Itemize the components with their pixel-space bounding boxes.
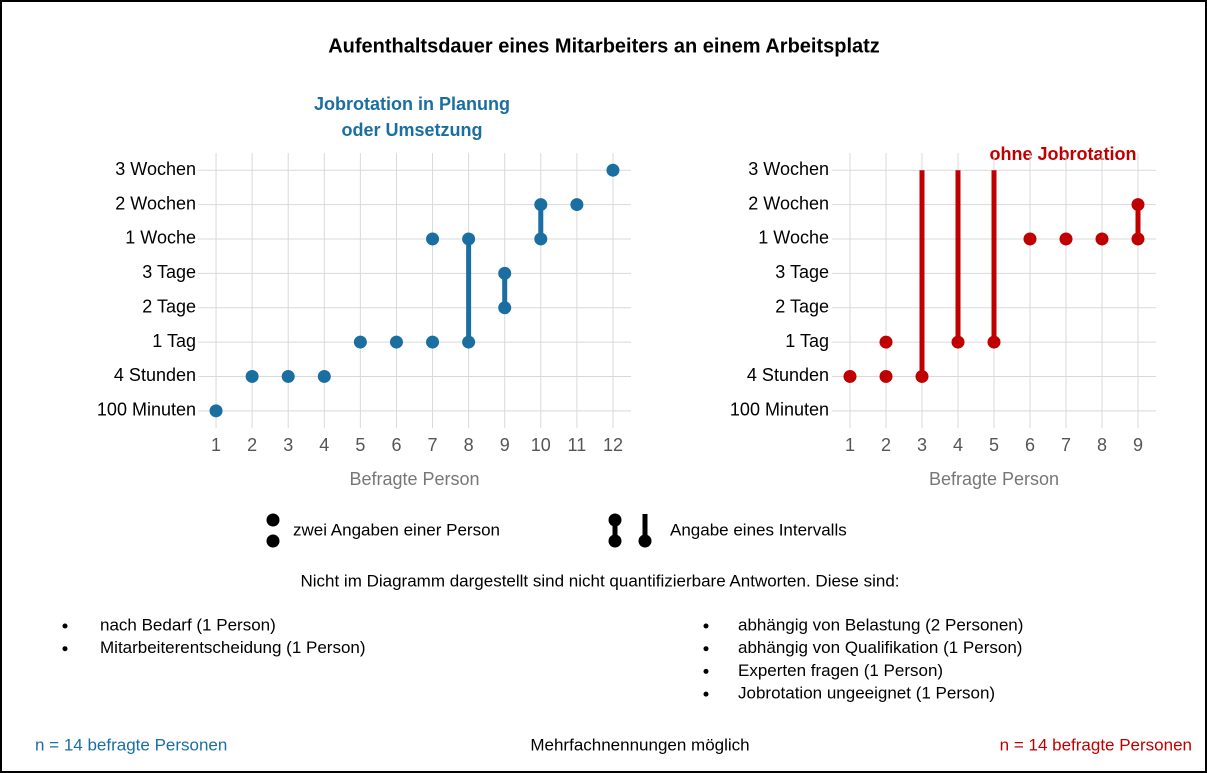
y-tick-label: 2 Tage — [775, 296, 829, 316]
legend-icon — [608, 513, 622, 527]
y-tick-label: 3 Wochen — [115, 159, 196, 179]
x-tick-label: 9 — [500, 435, 510, 455]
data-point — [498, 301, 512, 315]
bullet — [62, 623, 68, 629]
y-tick-label: 100 Minuten — [730, 400, 829, 420]
data-point — [281, 369, 295, 383]
answer: Experten fragen (1 Person) — [738, 661, 943, 680]
bullet — [703, 623, 709, 629]
bullet — [62, 646, 68, 652]
x-tick-label: 4 — [319, 435, 329, 455]
answer: Jobrotation ungeeignet (1 Person) — [738, 684, 995, 703]
data-point — [879, 369, 893, 383]
y-tick-label: 1 Woche — [758, 228, 829, 248]
legend-label: zwei Angaben einer Person — [293, 520, 500, 539]
data-point — [426, 335, 440, 349]
data-point — [1131, 198, 1145, 212]
x-tick-label: 12 — [603, 435, 623, 455]
x-axis-label: Befragte Person — [349, 469, 479, 489]
legend-icon — [266, 513, 280, 527]
data-point — [915, 369, 929, 383]
y-tick-label: 1 Tag — [152, 331, 196, 351]
data-point — [389, 335, 403, 349]
data-point — [462, 335, 476, 349]
bullet — [703, 691, 709, 697]
data-point — [209, 404, 223, 418]
data-point — [1095, 232, 1109, 246]
x-tick-label: 1 — [845, 435, 855, 455]
data-point — [1131, 232, 1145, 246]
y-tick-label: 4 Stunden — [114, 365, 196, 385]
x-tick-label: 7 — [428, 435, 438, 455]
x-tick-label: 6 — [391, 435, 401, 455]
answer: Mitarbeiterentscheidung (1 Person) — [100, 638, 366, 657]
chart-title: oder Umsetzung — [341, 120, 482, 140]
x-tick-label: 4 — [953, 435, 963, 455]
y-tick-label: 2 Wochen — [748, 193, 829, 213]
y-tick-label: 2 Tage — [142, 296, 196, 316]
answer: abhängig von Qualifikation (1 Person) — [738, 638, 1022, 657]
y-tick-label: 1 Tag — [785, 331, 829, 351]
x-tick-label: 10 — [531, 435, 551, 455]
x-tick-label: 6 — [1025, 435, 1035, 455]
data-point — [843, 369, 857, 383]
y-tick-label: 1 Woche — [125, 228, 196, 248]
data-point — [245, 369, 259, 383]
data-point — [879, 335, 893, 349]
answer: abhängig von Belastung (2 Personen) — [738, 615, 1023, 634]
legend-icon — [266, 534, 280, 548]
chart-title: ohne Jobrotation — [990, 144, 1137, 164]
data-point — [498, 266, 512, 280]
data-point — [1023, 232, 1037, 246]
footer-center: Mehrfachnennungen möglich — [530, 735, 749, 754]
data-point — [570, 198, 584, 212]
x-tick-label: 3 — [283, 435, 293, 455]
chart-title: Jobrotation in Planung — [314, 94, 510, 114]
y-tick-label: 2 Wochen — [115, 193, 196, 213]
data-point — [534, 198, 548, 212]
x-tick-label: 2 — [247, 435, 257, 455]
x-tick-label: 8 — [1097, 435, 1107, 455]
x-tick-label: 5 — [989, 435, 999, 455]
bullet — [703, 646, 709, 652]
y-tick-label: 3 Tage — [142, 262, 196, 282]
legend-icon — [638, 534, 652, 548]
data-point — [606, 163, 620, 177]
x-tick-label: 1 — [211, 435, 221, 455]
x-axis-label: Befragte Person — [929, 469, 1059, 489]
x-tick-label: 11 — [568, 435, 587, 455]
x-tick-label: 3 — [917, 435, 927, 455]
data-point — [534, 232, 548, 246]
x-tick-label: 2 — [881, 435, 891, 455]
data-point — [951, 335, 965, 349]
data-point — [426, 232, 440, 246]
legend-icon — [608, 534, 622, 548]
y-tick-label: 4 Stunden — [747, 365, 829, 385]
data-point — [353, 335, 367, 349]
answer: nach Bedarf (1 Person) — [100, 615, 276, 634]
x-tick-label: 5 — [355, 435, 365, 455]
data-point — [462, 232, 476, 246]
data-point — [1059, 232, 1073, 246]
footer-right: n = 14 befragte Personen — [1000, 735, 1192, 754]
figure-title: Aufenthaltsdauer eines Mitarbeiters an e… — [328, 35, 880, 57]
data-point — [987, 335, 1001, 349]
footer-left: n = 14 befragte Personen — [35, 735, 227, 754]
note: Nicht im Diagramm dargestellt sind nicht… — [300, 571, 899, 590]
legend: zwei Angaben einer Person Angabe eines I… — [266, 513, 847, 548]
bullet — [703, 668, 709, 674]
x-tick-label: 8 — [464, 435, 474, 455]
legend-label: Angabe eines Intervalls — [670, 520, 847, 539]
x-tick-label: 9 — [1133, 435, 1143, 455]
y-tick-label: 3 Wochen — [748, 159, 829, 179]
data-point — [317, 369, 331, 383]
x-tick-label: 7 — [1061, 435, 1071, 455]
y-tick-label: 100 Minuten — [97, 400, 196, 420]
y-tick-label: 3 Tage — [775, 262, 829, 282]
